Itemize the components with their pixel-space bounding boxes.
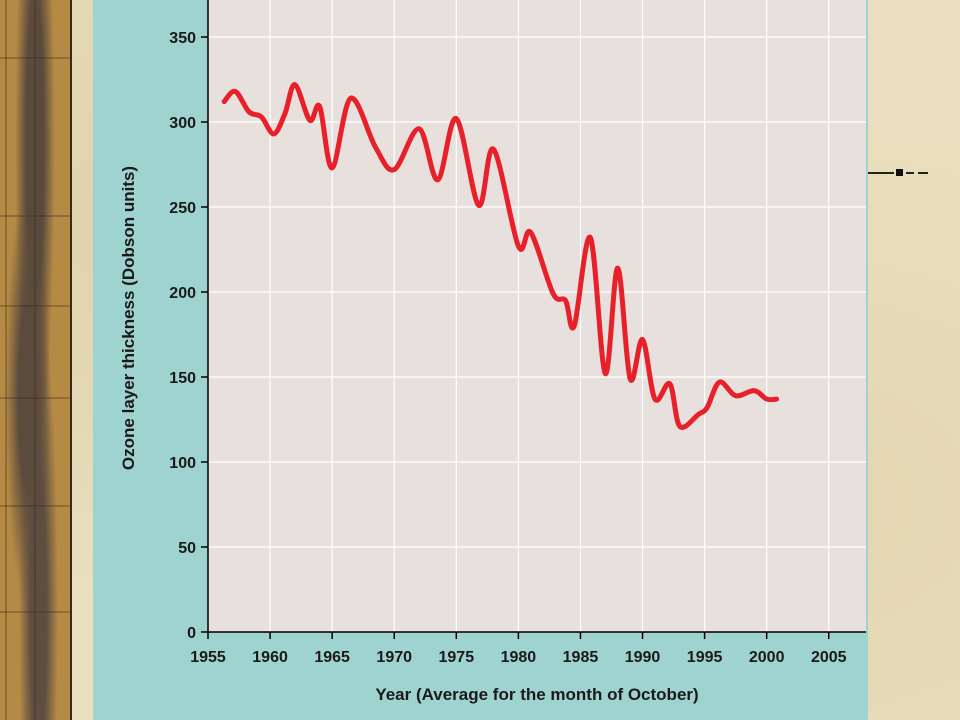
y-tick-label-300: 300 [169, 115, 196, 132]
x-tick-label-1995: 1995 [687, 649, 723, 666]
plot-area [208, 0, 866, 632]
x-tick-label-1960: 1960 [252, 649, 288, 666]
y-tick-label-100: 100 [169, 455, 196, 472]
x-tick-label-1955: 1955 [190, 649, 226, 666]
axes [201, 0, 866, 639]
y-axis-label: Ozone layer thickness (Dobson units) [119, 166, 138, 470]
y-tick-label-150: 150 [169, 370, 196, 387]
x-tick-label-1975: 1975 [439, 649, 475, 666]
x-tick-label-1980: 1980 [501, 649, 537, 666]
x-tick-label-1985: 1985 [563, 649, 599, 666]
y-tick-label-50: 50 [178, 540, 196, 557]
y-tick-labels: 0 50 100 150 200 250 300 350 [169, 30, 196, 642]
x-tick-label-2000: 2000 [749, 649, 785, 666]
x-tick-label-2005: 2005 [811, 649, 847, 666]
y-tick-label-350: 350 [169, 30, 196, 47]
strip-grid-lines [0, 0, 70, 720]
y-tick-label-200: 200 [169, 285, 196, 302]
slide-ornament [868, 169, 928, 176]
x-axis-label: Year (Average for the month of October) [375, 685, 698, 704]
x-tick-labels: 1955 1960 1965 1970 1975 1980 1985 1990 1995 2000… [190, 649, 846, 666]
x-tick-label-1965: 1965 [314, 649, 350, 666]
decorative-side-strip [0, 0, 72, 720]
series-line-ozone [221, 82, 780, 430]
y-tick-label-0: 0 [187, 625, 196, 642]
gridlines [208, 0, 866, 632]
y-tick-label-250: 250 [169, 200, 196, 217]
x-tick-label-1970: 1970 [376, 649, 412, 666]
x-tick-label-1990: 1990 [625, 649, 661, 666]
